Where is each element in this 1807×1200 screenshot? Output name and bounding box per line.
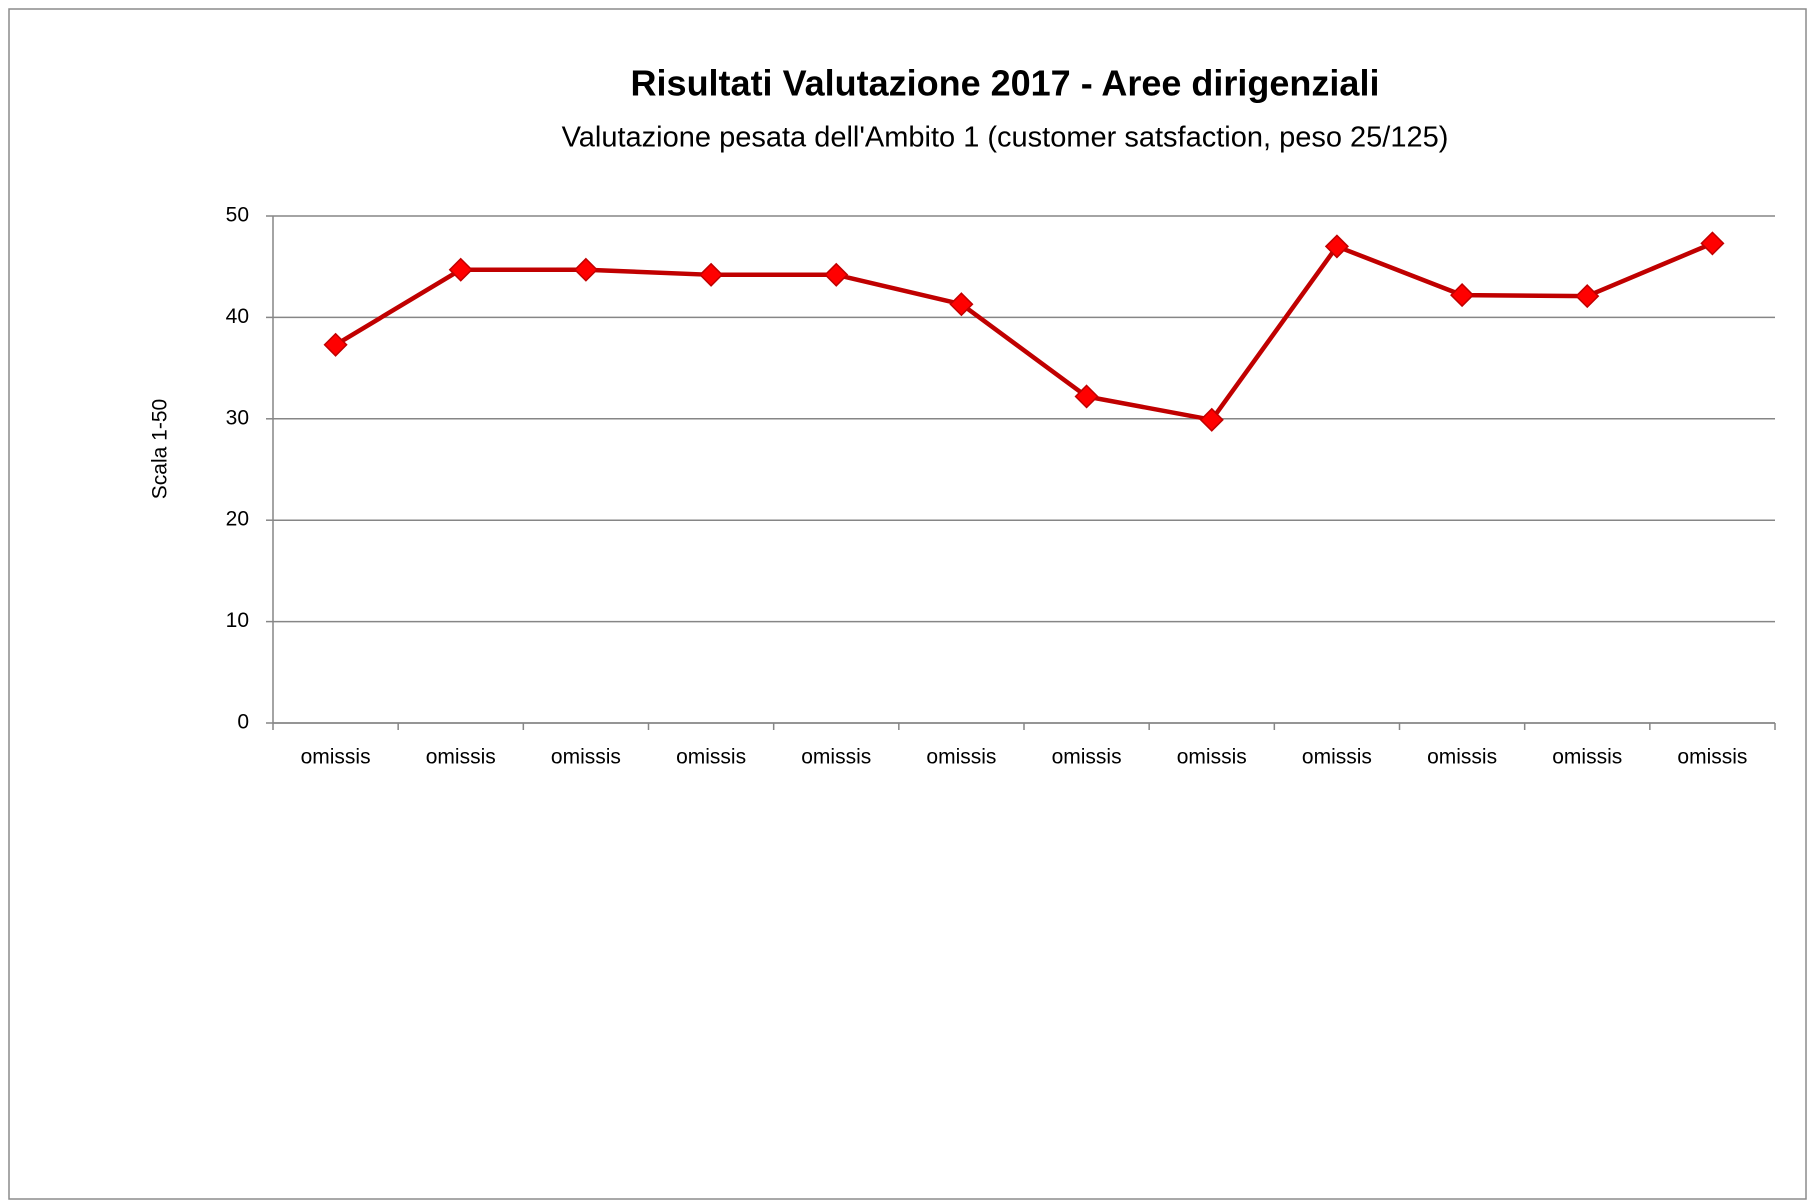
x-tick-label: omissis — [801, 746, 871, 769]
x-tick-label: omissis — [1677, 746, 1747, 769]
data-point — [824, 262, 849, 287]
chart-subtitle: Valutazione pesata dell'Ambito 1 (custom… — [562, 122, 1449, 154]
data-point — [1199, 407, 1224, 432]
chart-title: Risultati Valutazione 2017 - Aree dirige… — [631, 63, 1380, 104]
x-tick-label: omissis — [1427, 746, 1497, 769]
data-point — [949, 292, 974, 317]
data-point — [1324, 234, 1349, 259]
y-tick-label: 40 — [226, 305, 249, 328]
y-tick-label: 20 — [226, 508, 249, 531]
data-point — [1074, 384, 1099, 409]
data-point — [1700, 231, 1725, 256]
y-tick-label: 10 — [226, 609, 249, 632]
data-point — [1575, 284, 1600, 309]
x-tick-label: omissis — [426, 746, 496, 769]
x-tick-label: omissis — [1052, 746, 1122, 769]
x-tick-label: omissis — [551, 746, 621, 769]
data-point — [573, 257, 598, 282]
series-line — [334, 241, 1714, 423]
data-point — [323, 332, 348, 357]
x-tick-label: omissis — [1552, 746, 1622, 769]
chart-frame — [8, 8, 1807, 1200]
x-tick-label: omissis — [926, 746, 996, 769]
y-tick-label: 50 — [226, 204, 249, 227]
y-tick-label: 30 — [226, 406, 249, 429]
data-point — [1450, 283, 1475, 308]
data-point — [699, 262, 724, 287]
y-axis-label: Scala 1-50 — [149, 399, 172, 499]
x-tick-label: omissis — [1302, 746, 1372, 769]
x-tick-label: omissis — [1177, 746, 1247, 769]
y-tick-label: 0 — [237, 711, 249, 734]
x-tick-label: omissis — [676, 746, 746, 769]
data-point — [448, 257, 473, 282]
x-tick-label: omissis — [301, 746, 371, 769]
